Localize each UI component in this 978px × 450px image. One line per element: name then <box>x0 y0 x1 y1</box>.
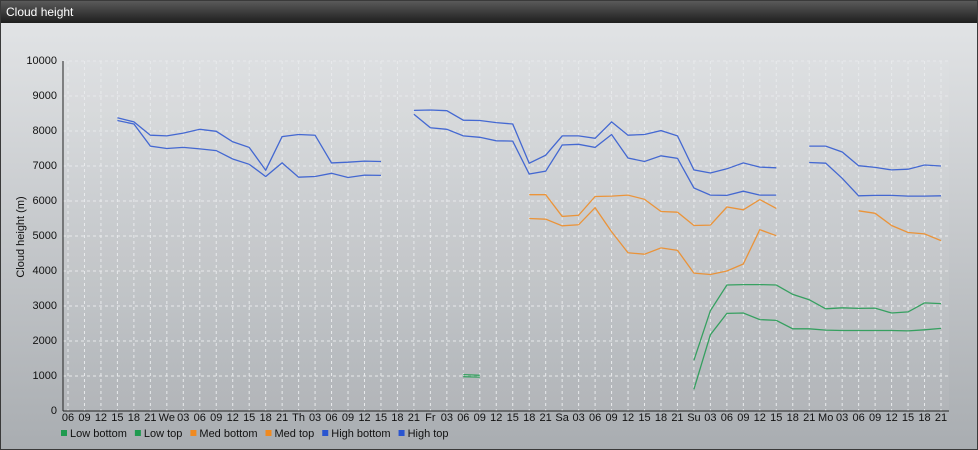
x-tick-label: 12 <box>622 412 634 424</box>
series-line <box>463 283 942 376</box>
legend-label: Low bottom <box>70 428 127 440</box>
y-tick-label: 10000 <box>26 55 57 67</box>
x-tick-label: 12 <box>95 412 107 424</box>
legend-label: High bottom <box>331 428 390 440</box>
x-tick-label: 09 <box>605 412 617 424</box>
x-tick-label: 09 <box>474 412 486 424</box>
x-tick-label: 18 <box>260 412 272 424</box>
x-tick-label: 15 <box>375 412 387 424</box>
legend-swatch <box>322 430 329 436</box>
x-tick-label: 12 <box>227 412 239 424</box>
x-tick-label: 18 <box>128 412 140 424</box>
panel-title: Cloud height <box>1 1 977 23</box>
x-tick-label: 21 <box>540 412 552 424</box>
y-tick-label: 6000 <box>33 195 57 207</box>
y-tick-label: 4000 <box>33 265 57 277</box>
x-tick-label: Th <box>292 412 305 424</box>
x-tick-label: 15 <box>243 412 255 424</box>
legend-label: Med bottom <box>199 428 257 440</box>
legend-swatch <box>398 430 405 436</box>
x-tick-label: 15 <box>902 412 914 424</box>
x-tick-label: 21 <box>803 412 815 424</box>
x-tick-label: 15 <box>507 412 519 424</box>
series-line <box>529 194 942 242</box>
x-tick-label: 06 <box>853 412 865 424</box>
x-tick-label: 03 <box>704 412 716 424</box>
y-tick-label: 3000 <box>33 300 57 312</box>
x-tick-label: 06 <box>325 412 337 424</box>
x-tick-label: 18 <box>523 412 535 424</box>
x-tick-label: 03 <box>836 412 848 424</box>
x-tick-label: 21 <box>276 412 288 424</box>
legend-label: Med top <box>275 428 315 440</box>
x-tick-label: 21 <box>144 412 156 424</box>
series-line <box>117 113 942 197</box>
x-tick-label: 21 <box>935 412 947 424</box>
x-tick-label: 03 <box>177 412 189 424</box>
series-line <box>117 109 942 174</box>
x-tick-label: 06 <box>62 412 74 424</box>
x-tick-label: 15 <box>111 412 123 424</box>
series-line <box>529 206 777 276</box>
x-tick-label: We <box>159 412 175 424</box>
x-tick-label: 09 <box>737 412 749 424</box>
x-tick-label: 12 <box>358 412 370 424</box>
x-tick-label: 15 <box>638 412 650 424</box>
x-tick-label: Fr <box>425 412 436 424</box>
x-tick-label: 03 <box>572 412 584 424</box>
chart: Cloud height (m) 0 1000 2000 3000 4000 5000 60… <box>15 55 949 440</box>
x-tick-label: 09 <box>210 412 222 424</box>
y-axis-label: Cloud height (m) <box>15 196 27 277</box>
x-tick-label: 18 <box>655 412 667 424</box>
legend-label: High top <box>408 428 449 440</box>
x-tick-label: 03 <box>441 412 453 424</box>
y-tick-label: 2000 <box>33 335 57 347</box>
x-tick-label: 09 <box>78 412 90 424</box>
x-tick-label: 12 <box>490 412 502 424</box>
x-tick-label: 12 <box>885 412 897 424</box>
y-tick-label: 0 <box>51 405 57 417</box>
y-tick-label: 9000 <box>33 90 57 102</box>
x-tick-label: Mo <box>818 412 833 424</box>
legend-swatch <box>265 430 272 436</box>
x-tick-label: 09 <box>869 412 881 424</box>
series-line <box>463 312 942 390</box>
x-tick-label: 18 <box>918 412 930 424</box>
x-tick-label: 06 <box>194 412 206 424</box>
legend-label: Low top <box>144 428 183 440</box>
x-tick-label: 18 <box>787 412 799 424</box>
x-tick-label: 09 <box>342 412 354 424</box>
x-tick-label: 03 <box>309 412 321 424</box>
x-tick-label: 12 <box>754 412 766 424</box>
legend-swatch <box>134 430 141 436</box>
x-tick-label: 21 <box>408 412 420 424</box>
legend-swatch <box>61 430 67 436</box>
y-tick-label: 5000 <box>33 230 57 242</box>
y-tick-label: 8000 <box>33 125 57 137</box>
legend-swatch <box>190 430 197 436</box>
x-tick-label: 06 <box>721 412 733 424</box>
y-tick-label: 7000 <box>33 160 57 172</box>
x-tick-label: 21 <box>671 412 683 424</box>
x-tick-label: 18 <box>391 412 403 424</box>
x-tick-label: Sa <box>555 412 569 424</box>
x-tick-label: 06 <box>457 412 469 424</box>
y-tick-label: 1000 <box>33 370 57 382</box>
x-tick-label: 06 <box>589 412 601 424</box>
x-tick-label: 15 <box>770 412 782 424</box>
x-tick-label: Su <box>687 412 700 424</box>
